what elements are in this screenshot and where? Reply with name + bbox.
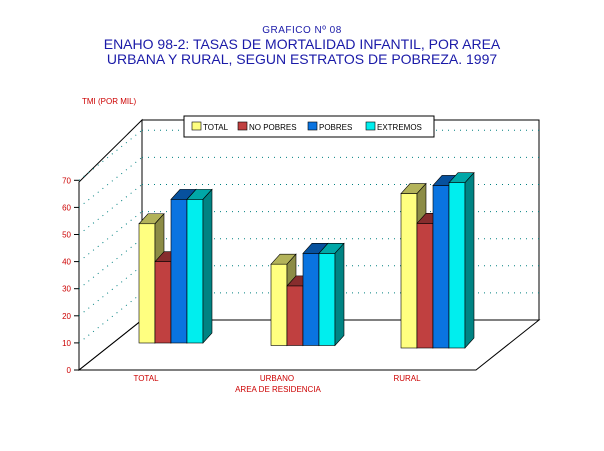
chart-title-line1: ENAHO 98-2: TASAS DE MORTALIDAD INFANTIL… (103, 36, 501, 52)
gridline-side (78, 238, 143, 290)
bar-front (286, 285, 304, 346)
bar-side (202, 188, 213, 344)
bar-front (416, 223, 434, 349)
x-tick-label: URBANO (260, 374, 294, 383)
y-tick-label: 10 (62, 339, 71, 348)
gridline-side (78, 292, 143, 344)
y-tick-label: 40 (62, 258, 71, 267)
y-tick-label: 30 (62, 285, 71, 294)
gridline-side (78, 157, 143, 208)
legend-label: TOTAL (203, 123, 229, 132)
bar-front (138, 223, 156, 344)
x-axis-label: AREA DE RESIDENCIA (235, 385, 321, 394)
y-tick-label: 50 (62, 231, 71, 240)
floor (77, 319, 541, 371)
x-tick-label: TOTAL (133, 374, 159, 383)
chart-supertitle: GRAFICO Nº 08 (262, 25, 342, 36)
legend: TOTAL NO POBRES POBRES EXTREMOS (183, 115, 435, 138)
left-wall (78, 118, 143, 372)
legend-swatch (237, 121, 248, 131)
gridline-side (78, 265, 143, 317)
bar-front (186, 199, 204, 344)
x-tick-label: RURAL (393, 374, 421, 383)
y-tick-label: 60 (62, 203, 71, 212)
legend-label: EXTREMOS (377, 123, 422, 132)
bar-front (318, 253, 336, 346)
gridline-side (78, 184, 143, 235)
chart-title-line2: URBANA Y RURAL, SEGUN ESTRATOS DE POBREZ… (106, 51, 498, 67)
bar-side (334, 242, 345, 347)
bar-front (432, 185, 450, 349)
bar-front (270, 263, 288, 346)
legend-label: POBRES (319, 123, 352, 132)
y-tick-label: 20 (62, 312, 71, 321)
legend-swatch (365, 121, 376, 131)
bar-side (464, 171, 475, 349)
legend-swatch (191, 121, 202, 131)
bar-front (302, 253, 320, 346)
legend-label: NO POBRES (249, 123, 297, 132)
y-axis-label: TMI (POR MIL) (82, 97, 137, 106)
bar-front (448, 182, 466, 349)
y-tick-label: 70 (62, 176, 71, 185)
gridline-side (78, 211, 143, 262)
chart-labels: 0 10 20 30 40 50 60 70 TOTAL URBANO RURAL TMI (POR … (62, 97, 421, 394)
legend-swatch (307, 121, 318, 131)
gridline-side (78, 129, 143, 181)
bars (138, 171, 475, 349)
y-tick-label: 0 (67, 366, 72, 375)
bar-front (154, 261, 172, 344)
bar-front (170, 199, 188, 344)
bar-front (400, 193, 418, 349)
